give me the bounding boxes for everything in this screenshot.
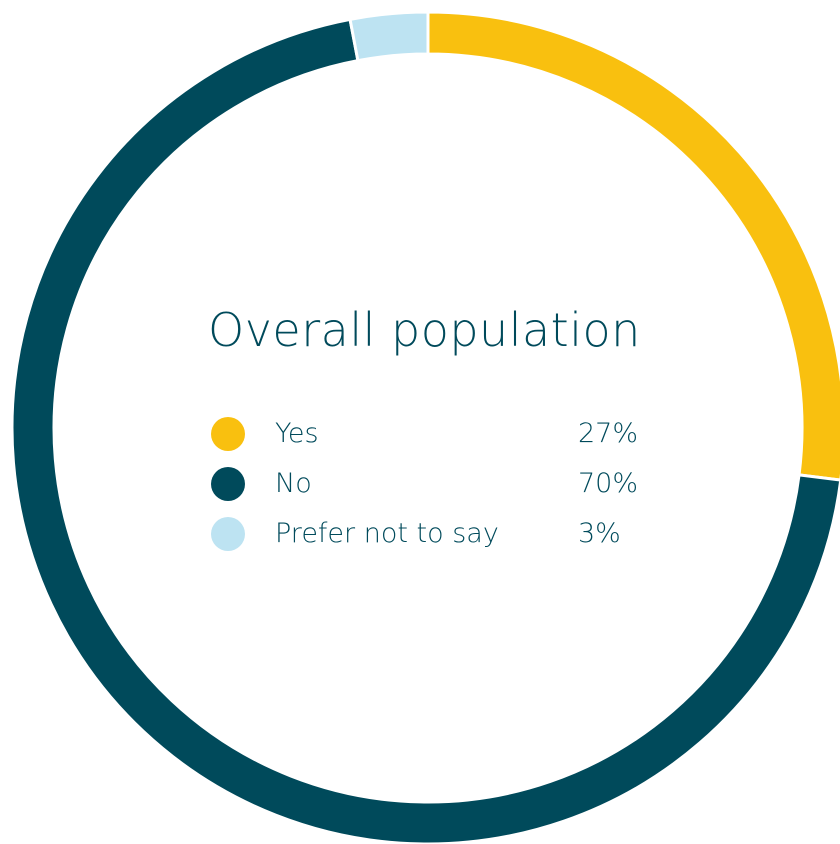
legend-label-yes: Yes: [275, 418, 319, 449]
legend-label-no: No: [275, 468, 312, 499]
donut-slices: [10, 10, 840, 844]
legend-swatch-prefer-not-to-say: [211, 517, 245, 551]
slice-yes: [426, 10, 840, 482]
legend-item-yes: Yes 27%: [211, 410, 651, 460]
legend-label-prefer-not-to-say: Prefer not to say: [275, 518, 499, 549]
legend-item-prefer-not-to-say: Prefer not to say 3%: [211, 510, 651, 560]
slice-prefer-not-to-say: [348, 10, 430, 63]
legend-value-yes: 27%: [578, 418, 639, 449]
legend-swatch-no: [211, 467, 245, 501]
legend-value-no: 70%: [578, 468, 639, 499]
legend-swatch-yes: [211, 417, 245, 451]
legend-item-no: No 70%: [211, 460, 651, 510]
legend-value-prefer-not-to-say: 3%: [578, 518, 621, 549]
chart-title: Overall population: [208, 303, 641, 357]
legend: Yes 27% No 70% Prefer not to say 3%: [211, 410, 651, 560]
